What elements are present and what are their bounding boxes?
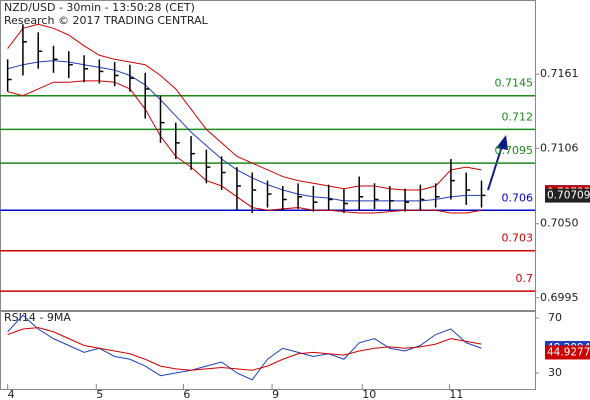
- price-tag-label: 44.9277: [547, 346, 590, 358]
- bollinger-band: [7, 23, 482, 191]
- chart-title: NZD/USD - 30min - 13:50:28 (CET): [4, 1, 195, 14]
- x-tick-label: 6: [183, 388, 190, 400]
- forecast-arrow: [487, 135, 508, 191]
- level-label: 0.7145: [495, 77, 534, 90]
- level-label: 0.7095: [495, 144, 534, 157]
- level-label: 0.706: [502, 191, 534, 204]
- price-tag: [545, 345, 590, 360]
- x-tick-label: 10: [362, 388, 376, 400]
- rsi-ma: [7, 327, 482, 371]
- rsi-tick-label: 70: [548, 311, 562, 324]
- x-tick-label: 11: [449, 388, 463, 400]
- rsi-line: [7, 314, 482, 381]
- y-tick-label: 0.7050: [540, 217, 579, 230]
- level-label: 0.7: [516, 272, 534, 285]
- x-tick-label: 9: [272, 388, 279, 400]
- rsi-title: RSI14 - 9MA: [4, 311, 71, 324]
- y-tick-label: 0.6995: [540, 291, 579, 304]
- price-tag: [545, 188, 590, 203]
- x-tick-label: 4: [8, 388, 15, 400]
- bollinger-band: [7, 80, 482, 214]
- level-label: 0.712: [502, 110, 534, 123]
- chart-subtitle: Research © 2017 TRADING CENTRAL: [4, 14, 209, 27]
- level-label: 0.703: [502, 232, 534, 245]
- price-tag-label: 0.70709: [547, 190, 590, 202]
- y-tick-label: 0.7161: [540, 67, 579, 80]
- moving-average: [7, 60, 482, 202]
- rsi-tick-label: 30: [548, 366, 562, 379]
- x-tick-label: 5: [96, 388, 103, 400]
- y-tick-label: 0.7106: [540, 141, 579, 154]
- price-panel: [0, 0, 536, 311]
- rsi-panel: [0, 311, 536, 390]
